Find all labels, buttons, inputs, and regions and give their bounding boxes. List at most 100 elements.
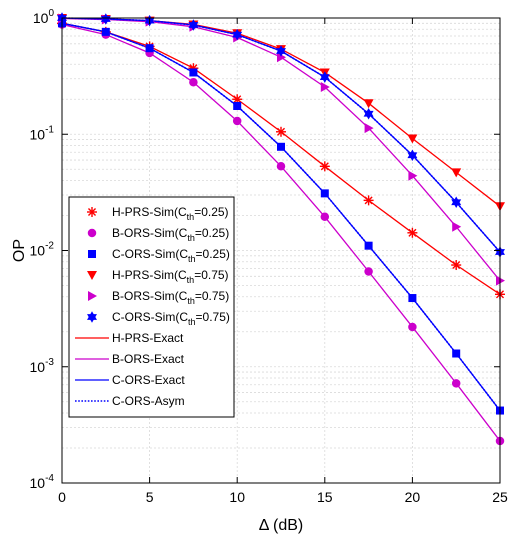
legend-label: B-ORS-Exact: [112, 352, 185, 366]
marker-square: [233, 101, 242, 110]
marker-triangle-right: [408, 170, 418, 181]
marker-hexagram-tri: [363, 110, 374, 120]
marker-circle: [364, 267, 373, 276]
y-tick-label: 10-2: [30, 241, 55, 259]
marker-square: [88, 250, 96, 258]
marker-circle: [408, 322, 417, 332]
legend-label: C-ORS-Sim(Cth=0.25): [112, 247, 230, 264]
legend: H-PRS-Sim(Cth=0.25) B-ORS-Sim(Cth=0.25) C-…: [68, 196, 235, 418]
data-point: [145, 44, 154, 53]
legend-label: C-ORS-Asym: [112, 394, 185, 408]
data-point: [101, 27, 110, 36]
data-point: [277, 52, 286, 63]
data-point: [407, 134, 418, 144]
marker-circle: [87, 228, 97, 238]
legend-entry: B-ORS-Sim(Cth=0.25): [87, 226, 229, 243]
x-tick-label: 15: [317, 489, 333, 505]
marker-circle: [276, 162, 286, 171]
legend-entry: H-PRS-Sim(Cth=0.75): [87, 268, 229, 285]
data-point: [451, 379, 461, 388]
data-point: [277, 142, 285, 151]
marker-hexagram-tri: [407, 152, 418, 161]
data-point: [451, 196, 462, 209]
data-point: [319, 71, 330, 83]
data-point: [364, 123, 374, 134]
marker-asterisk-stroke: [87, 207, 97, 217]
data-point: [363, 108, 374, 120]
y-tick-label: 10-1: [30, 124, 55, 142]
data-point: [407, 227, 418, 238]
x-tick-label: 20: [405, 489, 421, 505]
legend-entry: B-ORS-Sim(Cth=0.75): [88, 289, 229, 306]
marker-hexagram-tri: [188, 22, 199, 31]
y-axis-label: OP: [11, 239, 28, 262]
data-point: [408, 170, 418, 181]
marker-hexagram-tri: [276, 48, 286, 57]
marker-asterisk-stroke: [320, 162, 329, 171]
marker-circle: [232, 116, 242, 126]
data-point: [363, 195, 374, 206]
data-point: [320, 81, 330, 92]
marker-square: [408, 294, 417, 303]
x-tick-label: 25: [492, 489, 508, 505]
data-point: [408, 322, 417, 332]
marker-hexagram-tri: [232, 31, 243, 41]
legend-label: B-ORS-Sim(Cth=0.25): [112, 226, 229, 243]
data-point: [408, 294, 417, 303]
data-point: [407, 149, 418, 161]
marker-hexagram-tri: [87, 314, 97, 323]
y-tick-label: 100: [33, 8, 55, 26]
x-tick-label: 10: [229, 489, 245, 505]
series-c-ors-sim-075: [57, 12, 505, 258]
marker-square: [277, 142, 285, 151]
marker-circle: [189, 78, 198, 87]
marker-triangle-down: [451, 168, 462, 178]
data-point: [320, 212, 330, 222]
legend-entry: C-ORS-Asym: [75, 394, 185, 408]
marker-triangle-right: [88, 291, 97, 301]
y-tick-label: 10-3: [30, 357, 55, 375]
data-point: [319, 161, 330, 172]
marker-square: [320, 189, 329, 198]
data-point: [451, 260, 462, 271]
data-point: [452, 221, 462, 232]
data-point: [233, 101, 242, 110]
marker-asterisk-stroke: [452, 260, 461, 270]
data-point: [276, 45, 286, 57]
marker-square: [145, 44, 154, 53]
data-point: [452, 349, 461, 358]
legend-entry: C-ORS-Sim(Cth=0.75): [87, 310, 230, 327]
marker-square: [452, 349, 461, 358]
marker-triangle-down: [87, 271, 97, 280]
legend-label: H-PRS-Sim(Cth=0.25): [112, 205, 229, 222]
legend-entry: H-PRS-Sim(Cth=0.25): [87, 205, 229, 222]
marker-triangle-right: [320, 81, 330, 92]
marker-triangle-down: [363, 99, 374, 109]
legend-label: C-ORS-Exact: [112, 373, 185, 387]
marker-square: [364, 241, 373, 250]
marker-circle: [320, 212, 330, 222]
data-point: [451, 168, 462, 178]
data-point: [276, 126, 286, 137]
legend-label: B-ORS-Sim(Cth=0.75): [112, 289, 229, 306]
marker-triangle-right: [452, 221, 462, 232]
legend-entry: C-ORS-Exact: [75, 373, 185, 387]
marker-triangle-right: [277, 52, 286, 63]
data-point: [276, 162, 286, 171]
x-axis-label: Δ (dB): [259, 517, 303, 534]
marker-asterisk-stroke: [233, 95, 242, 104]
marker-hexagram-tri: [451, 199, 462, 209]
legend-entry: B-ORS-Exact: [75, 352, 185, 366]
marker-triangle-down: [407, 134, 418, 144]
marker-triangle-right: [364, 123, 374, 134]
curve-c-ors-asym-c-ors-0.75: [61, 17, 501, 253]
data-point: [189, 78, 198, 87]
marker-square: [189, 68, 198, 77]
marker-hexagram-tri: [319, 74, 330, 83]
x-tick-label: 0: [58, 489, 66, 505]
marker-square: [101, 27, 110, 36]
data-point: [188, 19, 199, 31]
marker-circle: [451, 379, 461, 388]
legend-label: H-PRS-Exact: [112, 331, 184, 345]
